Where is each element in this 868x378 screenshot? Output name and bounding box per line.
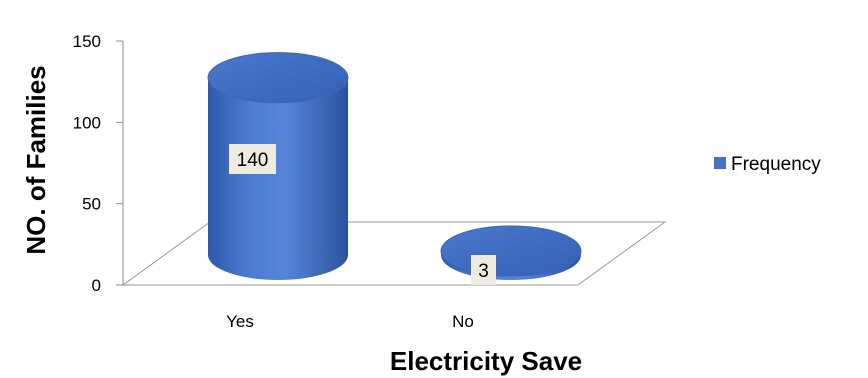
x-axis-title: Electricity Save [390,346,582,376]
bar-no: 3 [440,225,582,285]
y-tick-label: 100 [73,113,101,132]
bars: 140 3 [207,52,582,285]
bar-top [207,52,349,104]
data-label: 3 [478,261,489,282]
data-label-box [229,144,276,174]
y-axis-title: NO. of Families [21,65,51,254]
legend-swatch [714,157,726,169]
data-label: 140 [237,150,269,171]
legend: Frequency [714,154,821,175]
bar-top [440,225,582,277]
y-tick-label: 150 [73,32,101,51]
y-tick-label: 50 [82,195,101,214]
x-axis: Yes No [226,312,474,331]
data-label-box [471,255,496,285]
bar-yes: 140 [207,52,349,280]
y-tick-label: 0 [92,276,101,295]
bar-body [208,77,348,280]
y-axis: 0 50 100 150 [73,32,123,295]
legend-label: Frequency [731,154,821,175]
chart-floor [121,221,667,286]
x-tick-label: Yes [226,312,254,331]
x-tick-label: No [452,312,474,331]
